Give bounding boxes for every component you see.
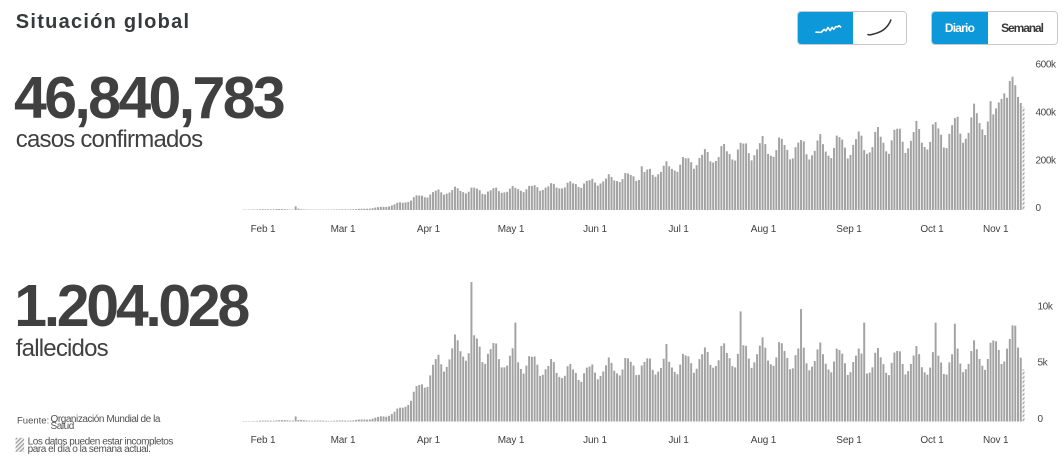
svg-text:para el día o la semana actual: para el día o la semana actual.	[28, 444, 151, 455]
svg-text:Apr 1: Apr 1	[417, 224, 441, 235]
svg-text:Nov 1: Nov 1	[983, 224, 1009, 235]
svg-text:May 1: May 1	[498, 224, 525, 235]
svg-text:600k: 600k	[1036, 60, 1057, 71]
svg-text:Fuente:: Fuente:	[17, 415, 49, 426]
svg-text:0: 0	[1038, 414, 1044, 425]
svg-text:Aug 1: Aug 1	[751, 435, 777, 446]
svg-text:10k: 10k	[1038, 302, 1054, 313]
svg-text:0: 0	[1036, 203, 1042, 214]
svg-text:5k: 5k	[1038, 358, 1049, 369]
svg-text:Jun 1: Jun 1	[583, 435, 607, 446]
svg-text:Jul 1: Jul 1	[668, 224, 689, 235]
svg-text:Jul 1: Jul 1	[668, 435, 689, 446]
svg-text:Oct 1: Oct 1	[920, 224, 944, 235]
svg-text:Sep 1: Sep 1	[836, 435, 862, 446]
svg-text:200k: 200k	[1036, 155, 1057, 166]
svg-text:Nov 1: Nov 1	[983, 435, 1009, 446]
svg-text:Mar 1: Mar 1	[331, 224, 356, 235]
svg-text:Feb 1: Feb 1	[251, 435, 276, 446]
svg-text:Oct 1: Oct 1	[920, 435, 944, 446]
svg-text:Mar 1: Mar 1	[331, 435, 356, 446]
svg-text:400k: 400k	[1036, 108, 1057, 119]
svg-text:Salud: Salud	[51, 421, 74, 432]
svg-text:Feb 1: Feb 1	[251, 224, 276, 235]
svg-text:Sep 1: Sep 1	[836, 224, 862, 235]
svg-text:Jun 1: Jun 1	[583, 224, 607, 235]
svg-text:May 1: May 1	[498, 435, 525, 446]
svg-text:Aug 1: Aug 1	[751, 224, 777, 235]
svg-text:Apr 1: Apr 1	[417, 435, 441, 446]
svg-text:Los datos pueden estar incompl: Los datos pueden estar incompletos	[28, 437, 174, 448]
svg-text:Organización Mundial de la: Organización Mundial de la	[51, 414, 161, 425]
